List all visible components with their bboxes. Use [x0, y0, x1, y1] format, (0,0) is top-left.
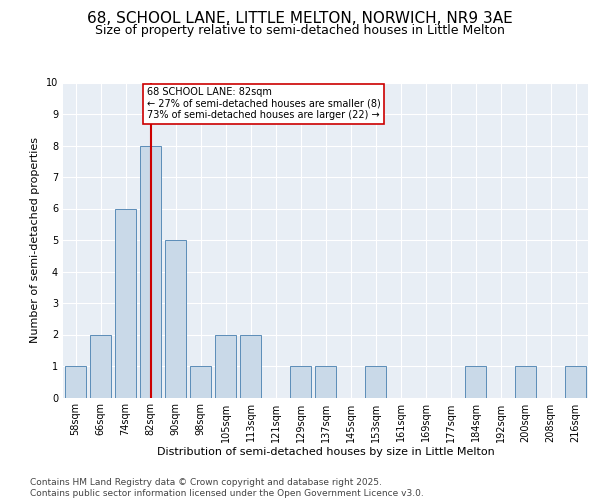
- Bar: [115, 208, 136, 398]
- Bar: [290, 366, 311, 398]
- Bar: [515, 366, 536, 398]
- Bar: [240, 334, 261, 398]
- Text: Contains HM Land Registry data © Crown copyright and database right 2025.
Contai: Contains HM Land Registry data © Crown c…: [30, 478, 424, 498]
- Bar: [565, 366, 586, 398]
- Bar: [190, 366, 211, 398]
- Text: 68 SCHOOL LANE: 82sqm
← 27% of semi-detached houses are smaller (8)
73% of semi-: 68 SCHOOL LANE: 82sqm ← 27% of semi-deta…: [147, 87, 380, 120]
- Text: 68, SCHOOL LANE, LITTLE MELTON, NORWICH, NR9 3AE: 68, SCHOOL LANE, LITTLE MELTON, NORWICH,…: [87, 11, 513, 26]
- Bar: [215, 334, 236, 398]
- Text: Size of property relative to semi-detached houses in Little Melton: Size of property relative to semi-detach…: [95, 24, 505, 37]
- X-axis label: Distribution of semi-detached houses by size in Little Melton: Distribution of semi-detached houses by …: [157, 448, 494, 458]
- Bar: [165, 240, 186, 398]
- Bar: [315, 366, 336, 398]
- Bar: [365, 366, 386, 398]
- Bar: [140, 146, 161, 398]
- Bar: [465, 366, 486, 398]
- Bar: [90, 334, 111, 398]
- Bar: [65, 366, 86, 398]
- Y-axis label: Number of semi-detached properties: Number of semi-detached properties: [31, 137, 40, 343]
